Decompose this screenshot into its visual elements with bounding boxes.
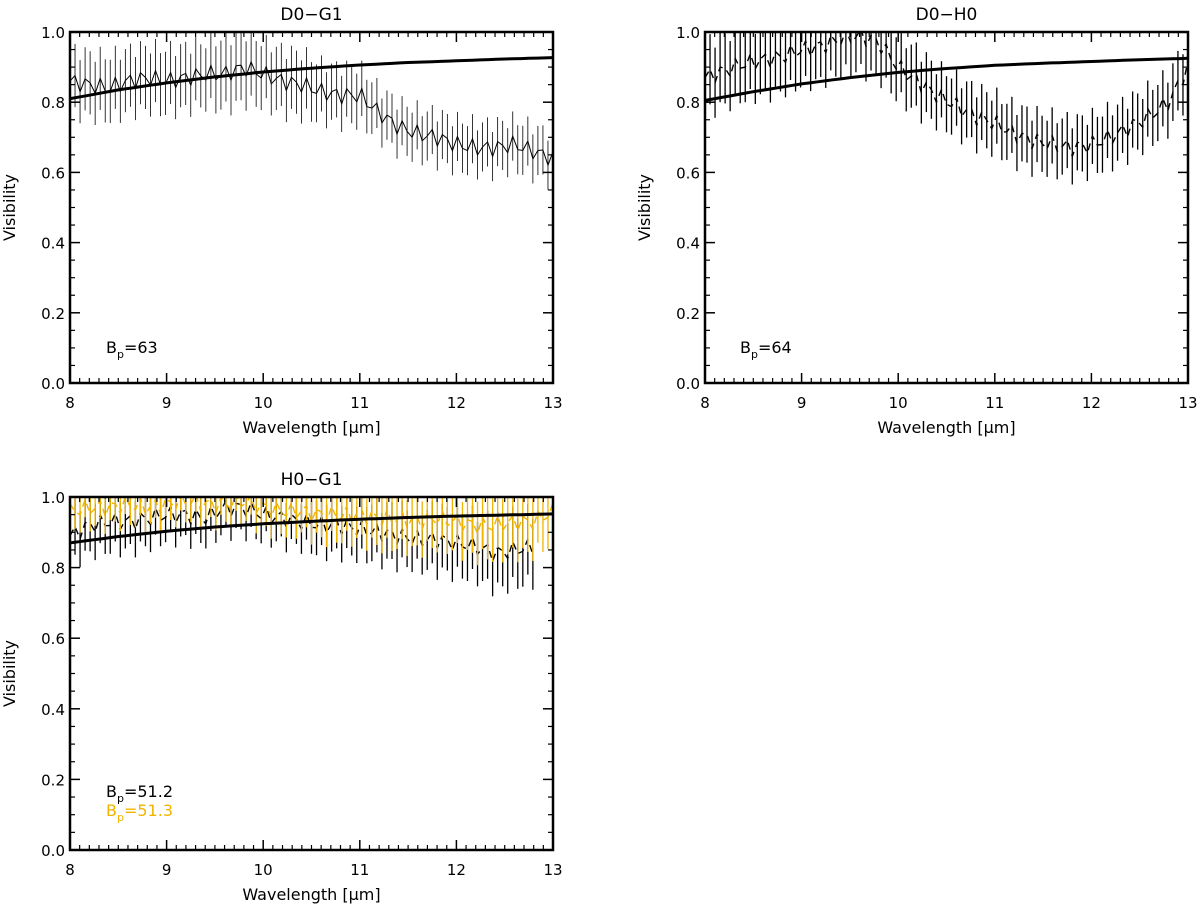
x-tick-label: 12: [1082, 394, 1101, 412]
y-axis-label: Visibility: [0, 640, 19, 707]
x-tick-label: 13: [1178, 394, 1197, 412]
y-axis-label: Visibility: [0, 174, 19, 241]
series-2-model-line: [70, 56, 553, 101]
y-tick-label: 0.8: [41, 560, 65, 578]
y-tick-label: 1.0: [41, 24, 65, 42]
y-tick-label: 1.0: [676, 24, 700, 42]
series-1-data-line: [705, 32, 1188, 159]
baseline-annotation: Bp=51.3: [106, 801, 173, 824]
x-tick-label: 8: [65, 861, 75, 879]
chart-title: D0−H0: [916, 5, 978, 25]
series-3-model-line: [70, 512, 553, 545]
x-tick-label: 10: [254, 394, 273, 412]
x-tick-label: 9: [797, 394, 807, 412]
baseline-annotation: Bp=64: [740, 338, 792, 361]
y-tick-label: 0.2: [41, 771, 65, 789]
x-tick-label: 13: [543, 861, 562, 879]
x-tick-label: 9: [162, 394, 172, 412]
chart-title: D0−G1: [280, 5, 342, 25]
y-tick-label: 0.8: [41, 94, 65, 112]
x-tick-label: 11: [985, 394, 1004, 412]
chart-title: H0−G1: [281, 470, 343, 490]
x-tick-label: 10: [889, 394, 908, 412]
x-tick-label: 10: [254, 861, 273, 879]
baseline-annotation: Bp=63: [106, 338, 158, 361]
y-tick-label: 0.6: [41, 630, 65, 648]
y-axis-label: Visibility: [635, 174, 654, 241]
chart-panel-1: D0−G1 8 9 10 11 12 13 0.0 0.2 0.4 0.6 0.8 1.0 Wavelen…: [0, 5, 563, 437]
y-tick-label: 0.0: [41, 842, 65, 860]
y-tick-label: 0.2: [41, 305, 65, 323]
series-2-data-line: [70, 497, 553, 536]
baseline-annotation: Bp=51.2: [106, 782, 173, 805]
x-tick-label: 12: [447, 394, 466, 412]
x-tick-label: 8: [65, 394, 75, 412]
x-axis-label: Wavelength [μm]: [242, 885, 380, 904]
y-tick-label: 0.4: [41, 701, 65, 719]
y-tick-label: 0.6: [676, 164, 700, 182]
x-tick-label: 8: [700, 394, 710, 412]
x-tick-label: 12: [447, 861, 466, 879]
series-layer: [70, 32, 553, 190]
x-tick-label: 11: [350, 861, 369, 879]
series-layer: [70, 497, 553, 597]
y-tick-label: 0.4: [41, 235, 65, 253]
x-axis-label: Wavelength [μm]: [242, 418, 380, 437]
series-2-model-line: [705, 56, 1188, 102]
y-tick-label: 0.6: [41, 164, 65, 182]
x-axis-label: Wavelength [μm]: [877, 418, 1015, 437]
y-tick-label: 0.0: [41, 375, 65, 393]
chart-panel-2: D0−H0 8 9 10 11 12 13 0.0 0.2 0.4 0.6 0.8 1.0 Wavelen…: [635, 5, 1198, 437]
chart-panel-3: H0−G1 8 9 10 11 12 13 0.0 0.2 0.4 0.6 0.8 1.0 Wavelen…: [0, 470, 563, 904]
x-tick-label: 9: [162, 861, 172, 879]
y-tick-label: 1.0: [41, 489, 65, 507]
x-tick-label: 11: [350, 394, 369, 412]
y-tick-label: 0.2: [676, 305, 700, 323]
x-tick-label: 13: [543, 394, 562, 412]
series-layer: [705, 32, 1188, 185]
y-tick-label: 0.8: [676, 94, 700, 112]
y-tick-label: 0.4: [676, 235, 700, 253]
y-tick-label: 0.0: [676, 375, 700, 393]
